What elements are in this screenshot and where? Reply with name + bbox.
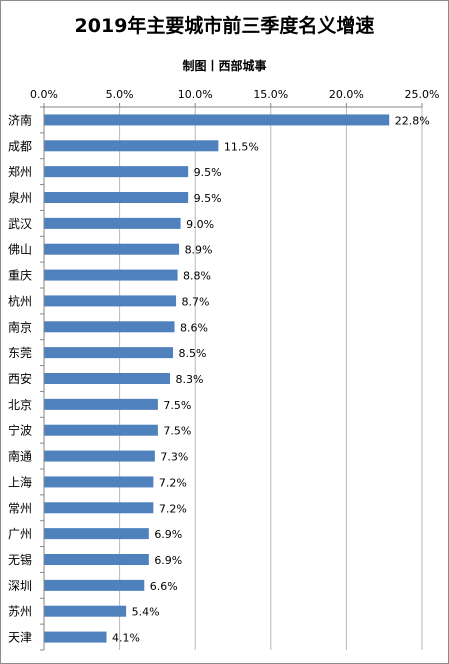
category-label: 南通 bbox=[8, 449, 32, 464]
category-label: 宁波 bbox=[8, 423, 32, 438]
bar bbox=[44, 579, 145, 591]
data-label: 6.9% bbox=[154, 554, 182, 567]
category-label: 广州 bbox=[8, 527, 32, 541]
bar bbox=[44, 114, 390, 126]
data-label: 7.2% bbox=[159, 502, 187, 515]
data-label: 8.9% bbox=[185, 244, 213, 257]
category-label: 无锡 bbox=[8, 552, 32, 567]
category-label: 西安 bbox=[8, 371, 32, 386]
bar bbox=[44, 398, 158, 410]
category-label: 佛山 bbox=[8, 243, 32, 257]
bar bbox=[44, 269, 178, 281]
x-tick-label: 5.0% bbox=[106, 88, 134, 101]
category-label: 常州 bbox=[8, 501, 32, 515]
bar bbox=[44, 631, 107, 643]
bar bbox=[44, 373, 170, 384]
bar bbox=[44, 243, 180, 255]
x-tick-label: 20.0% bbox=[329, 88, 364, 101]
category-label: 郑州 bbox=[8, 164, 32, 179]
bar bbox=[44, 605, 127, 617]
data-label: 6.9% bbox=[154, 528, 182, 541]
bar bbox=[44, 140, 219, 152]
data-label: 8.3% bbox=[175, 373, 203, 386]
data-label: 7.2% bbox=[159, 476, 187, 489]
bar bbox=[44, 502, 154, 514]
bar bbox=[44, 528, 149, 540]
x-tick-label: 15.0% bbox=[253, 88, 288, 101]
category-label: 武汉 bbox=[8, 217, 32, 231]
category-label: 重庆 bbox=[8, 269, 32, 283]
data-label: 7.3% bbox=[160, 451, 188, 464]
data-label: 8.7% bbox=[182, 295, 210, 308]
data-label: 5.4% bbox=[132, 606, 160, 619]
data-label: 9.5% bbox=[194, 192, 222, 205]
data-label: 22.8% bbox=[395, 114, 430, 127]
category-label: 南京 bbox=[8, 319, 32, 334]
bar bbox=[44, 295, 177, 307]
bar bbox=[44, 166, 189, 178]
data-label: 7.5% bbox=[163, 425, 191, 438]
bar bbox=[44, 217, 181, 229]
bar bbox=[44, 347, 174, 359]
data-label: 9.5% bbox=[194, 166, 222, 179]
category-label: 天津 bbox=[8, 631, 32, 645]
data-label: 8.5% bbox=[179, 347, 207, 360]
data-label: 8.8% bbox=[183, 270, 211, 283]
bar bbox=[44, 554, 149, 565]
category-label: 济南 bbox=[8, 112, 32, 127]
category-label: 上海 bbox=[8, 474, 32, 489]
category-label: 深圳 bbox=[8, 579, 32, 593]
bar bbox=[44, 476, 154, 488]
data-label: 7.5% bbox=[163, 399, 191, 412]
data-label: 4.1% bbox=[112, 632, 140, 645]
chart-subtitle: 制图丨西部城事 bbox=[182, 59, 267, 73]
data-label: 6.6% bbox=[150, 580, 178, 593]
data-label: 9.0% bbox=[186, 218, 214, 231]
category-label: 苏州 bbox=[8, 605, 32, 619]
bar bbox=[44, 321, 175, 333]
category-label: 泉州 bbox=[8, 191, 32, 205]
x-tick-label: 0.0% bbox=[30, 88, 58, 101]
category-label: 杭州 bbox=[8, 293, 32, 308]
data-label: 11.5% bbox=[224, 140, 259, 153]
x-tick-label: 10.0% bbox=[178, 88, 213, 101]
category-label: 北京 bbox=[8, 398, 32, 412]
x-tick-label: 25.0% bbox=[405, 88, 440, 101]
chart-title: 2019年主要城市前三季度名义增速 bbox=[74, 15, 375, 37]
bar bbox=[44, 450, 155, 462]
bar bbox=[44, 192, 189, 203]
bar bbox=[44, 424, 158, 436]
category-label: 东莞 bbox=[8, 346, 32, 360]
category-label: 成都 bbox=[8, 139, 32, 153]
data-label: 8.6% bbox=[180, 321, 208, 334]
